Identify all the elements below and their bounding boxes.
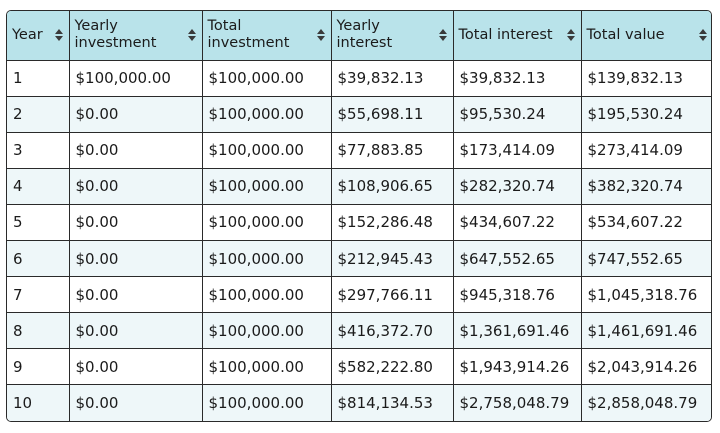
- cell-total-interest: $282,320.74: [453, 168, 581, 204]
- cell-yearly-interest: $582,222.80: [331, 349, 453, 385]
- column-header-label: Total interest: [459, 27, 577, 44]
- column-header-total-value[interactable]: Total value: [581, 11, 712, 60]
- cell-year: 1: [7, 60, 69, 96]
- column-header-yearly-interest[interactable]: Yearly interest: [331, 11, 453, 60]
- cell-year: 2: [7, 96, 69, 132]
- cell-total-value: $273,414.09: [581, 132, 712, 168]
- cell-total-value: $1,045,318.76: [581, 277, 712, 313]
- sort-icon: [188, 29, 196, 41]
- column-header-label: Total value: [587, 27, 710, 44]
- table-row: 3 $0.00 $100,000.00 $77,883.85 $173,414.…: [7, 132, 712, 168]
- cell-total-investment: $100,000.00: [202, 240, 331, 276]
- cell-yearly-interest: $212,945.43: [331, 240, 453, 276]
- column-header-label: Yearly interest: [337, 18, 449, 52]
- table-row: 2 $0.00 $100,000.00 $55,698.11 $95,530.2…: [7, 96, 712, 132]
- table-header-row: Year Yearly investment Total investment …: [7, 11, 712, 60]
- column-header-year[interactable]: Year: [7, 11, 69, 60]
- investment-table: Year Yearly investment Total investment …: [7, 11, 712, 421]
- column-header-label: Total investment: [208, 18, 327, 52]
- cell-total-investment: $100,000.00: [202, 204, 331, 240]
- column-header-total-interest[interactable]: Total interest: [453, 11, 581, 60]
- cell-yearly-interest: $39,832.13: [331, 60, 453, 96]
- sort-icon: [567, 29, 575, 41]
- cell-yearly-interest: $108,906.65: [331, 168, 453, 204]
- cell-total-investment: $100,000.00: [202, 313, 331, 349]
- cell-year: 6: [7, 240, 69, 276]
- cell-year: 8: [7, 313, 69, 349]
- cell-total-value: $2,858,048.79: [581, 385, 712, 421]
- cell-yearly-investment: $0.00: [69, 96, 202, 132]
- cell-total-value: $2,043,914.26: [581, 349, 712, 385]
- table-row: 4 $0.00 $100,000.00 $108,906.65 $282,320…: [7, 168, 712, 204]
- cell-total-value: $195,530.24: [581, 96, 712, 132]
- table-row: 1 $100,000.00 $100,000.00 $39,832.13 $39…: [7, 60, 712, 96]
- cell-total-investment: $100,000.00: [202, 277, 331, 313]
- table-row: 5 $0.00 $100,000.00 $152,286.48 $434,607…: [7, 204, 712, 240]
- cell-total-interest: $1,943,914.26: [453, 349, 581, 385]
- cell-yearly-investment: $0.00: [69, 240, 202, 276]
- cell-total-investment: $100,000.00: [202, 168, 331, 204]
- sort-icon: [317, 29, 325, 41]
- cell-total-value: $382,320.74: [581, 168, 712, 204]
- table-row: 8 $0.00 $100,000.00 $416,372.70 $1,361,6…: [7, 313, 712, 349]
- column-header-total-investment[interactable]: Total investment: [202, 11, 331, 60]
- cell-total-value: $1,461,691.46: [581, 313, 712, 349]
- cell-total-value: $534,607.22: [581, 204, 712, 240]
- sort-icon: [439, 29, 447, 41]
- cell-yearly-investment: $0.00: [69, 385, 202, 421]
- cell-year: 9: [7, 349, 69, 385]
- cell-yearly-investment: $0.00: [69, 313, 202, 349]
- cell-total-interest: $95,530.24: [453, 96, 581, 132]
- cell-yearly-investment: $0.00: [69, 132, 202, 168]
- sort-icon: [55, 29, 63, 41]
- cell-total-interest: $1,361,691.46: [453, 313, 581, 349]
- cell-year: 3: [7, 132, 69, 168]
- cell-year: 10: [7, 385, 69, 421]
- cell-yearly-interest: $55,698.11: [331, 96, 453, 132]
- cell-total-investment: $100,000.00: [202, 349, 331, 385]
- cell-total-interest: $39,832.13: [453, 60, 581, 96]
- cell-yearly-interest: $814,134.53: [331, 385, 453, 421]
- cell-year: 4: [7, 168, 69, 204]
- cell-yearly-interest: $77,883.85: [331, 132, 453, 168]
- cell-total-value: $747,552.65: [581, 240, 712, 276]
- cell-total-investment: $100,000.00: [202, 96, 331, 132]
- cell-year: 5: [7, 204, 69, 240]
- cell-total-value: $139,832.13: [581, 60, 712, 96]
- column-header-label: Yearly investment: [75, 18, 198, 52]
- cell-total-investment: $100,000.00: [202, 60, 331, 96]
- table-row: 6 $0.00 $100,000.00 $212,945.43 $647,552…: [7, 240, 712, 276]
- cell-total-interest: $173,414.09: [453, 132, 581, 168]
- cell-total-interest: $2,758,048.79: [453, 385, 581, 421]
- sort-icon: [699, 29, 707, 41]
- investment-table-container: Year Yearly investment Total investment …: [6, 10, 712, 422]
- cell-total-interest: $647,552.65: [453, 240, 581, 276]
- table-row: 7 $0.00 $100,000.00 $297,766.11 $945,318…: [7, 277, 712, 313]
- table-row: 9 $0.00 $100,000.00 $582,222.80 $1,943,9…: [7, 349, 712, 385]
- table-row: 10 $0.00 $100,000.00 $814,134.53 $2,758,…: [7, 385, 712, 421]
- cell-total-investment: $100,000.00: [202, 385, 331, 421]
- cell-year: 7: [7, 277, 69, 313]
- cell-yearly-investment: $100,000.00: [69, 60, 202, 96]
- column-header-yearly-investment[interactable]: Yearly investment: [69, 11, 202, 60]
- cell-yearly-interest: $416,372.70: [331, 313, 453, 349]
- cell-yearly-investment: $0.00: [69, 349, 202, 385]
- cell-yearly-investment: $0.00: [69, 277, 202, 313]
- cell-yearly-investment: $0.00: [69, 168, 202, 204]
- cell-total-interest: $434,607.22: [453, 204, 581, 240]
- cell-yearly-interest: $152,286.48: [331, 204, 453, 240]
- cell-total-investment: $100,000.00: [202, 132, 331, 168]
- cell-total-interest: $945,318.76: [453, 277, 581, 313]
- cell-yearly-interest: $297,766.11: [331, 277, 453, 313]
- cell-yearly-investment: $0.00: [69, 204, 202, 240]
